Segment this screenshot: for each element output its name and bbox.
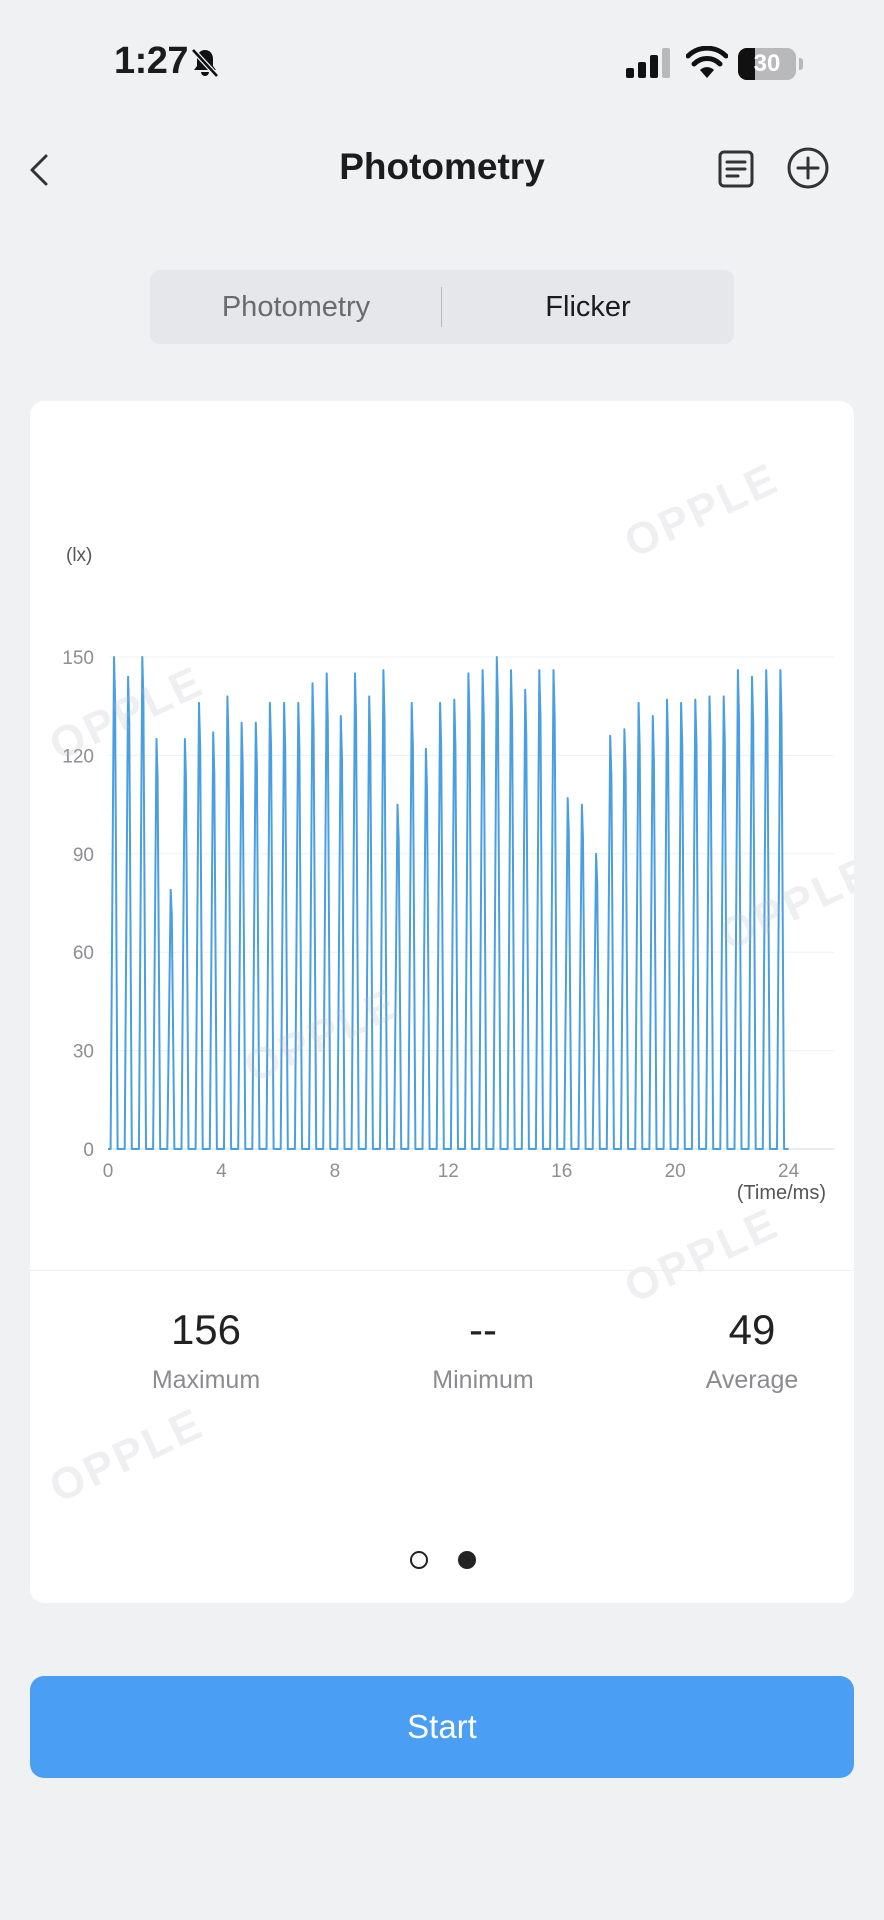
maximum-value: 156 [170,1306,242,1353]
y-tick-label: 120 [62,746,94,767]
x-tick-label: 16 [551,1161,572,1182]
mode-segmented-control: Photometry Flicker [150,270,734,344]
x-axis-label: (Time/ms) [737,1182,826,1204]
navigation-bar: Photometry [0,130,884,210]
y-tick-label: 150 [62,648,94,669]
page-dot-2[interactable] [458,1551,476,1569]
add-circle-icon[interactable] [786,146,830,190]
y-tick-label: 90 [73,845,94,866]
battery-percent: 30 [753,50,781,77]
stat-maximum: 156 Maximum [96,1306,316,1395]
start-button[interactable]: Start [30,1676,854,1778]
average-value: 49 [728,1306,776,1353]
bell-muted-icon [191,48,219,78]
average-label: Average [705,1366,799,1394]
y-tick-label: 30 [73,1042,94,1063]
back-chevron-icon[interactable] [22,148,62,192]
x-tick-label: 8 [330,1161,341,1182]
watermark: OPPLE [42,1398,212,1513]
page-title: Photometry [339,146,545,187]
segment-divider [441,287,442,327]
wifi-icon [686,46,728,78]
x-tick-label: 24 [778,1161,800,1182]
stat-average: 49 Average [642,1306,854,1395]
page-dot-1[interactable] [410,1551,428,1569]
x-tick-label: 20 [665,1161,686,1182]
battery-icon: 30 [738,48,804,80]
x-tick-label: 4 [216,1161,227,1182]
records-list-icon[interactable] [716,148,756,190]
status-bar: 1:27 30 [0,0,884,130]
minimum-label: Minimum [432,1366,534,1394]
card-divider [30,1270,854,1271]
x-tick-label: 12 [438,1161,459,1182]
y-tick-label: 0 [83,1140,94,1161]
y-tick-label: 60 [73,943,94,964]
maximum-label: Maximum [151,1366,261,1394]
page-indicator [30,1551,854,1571]
flicker-card: (lx) 0 30 60 90 120 150 0 4 8 12 16 20 24 (Time/ms)… [30,401,854,1603]
tab-flicker[interactable]: Flicker [545,291,631,323]
y-axis-label: (lx) [66,545,92,566]
flicker-chart: (lx) 0 30 60 90 120 150 0 4 8 12 16 20 24 (Time/ms) [62,545,834,1204]
x-tick-label: 0 [103,1161,114,1182]
flicker-series-line [108,656,789,1150]
tab-photometry[interactable]: Photometry [221,291,371,323]
minimum-value: -- [469,1306,497,1353]
cellular-signal-icon [626,48,670,78]
stat-minimum: -- Minimum [373,1306,593,1395]
status-time: 1:27 [114,40,189,82]
